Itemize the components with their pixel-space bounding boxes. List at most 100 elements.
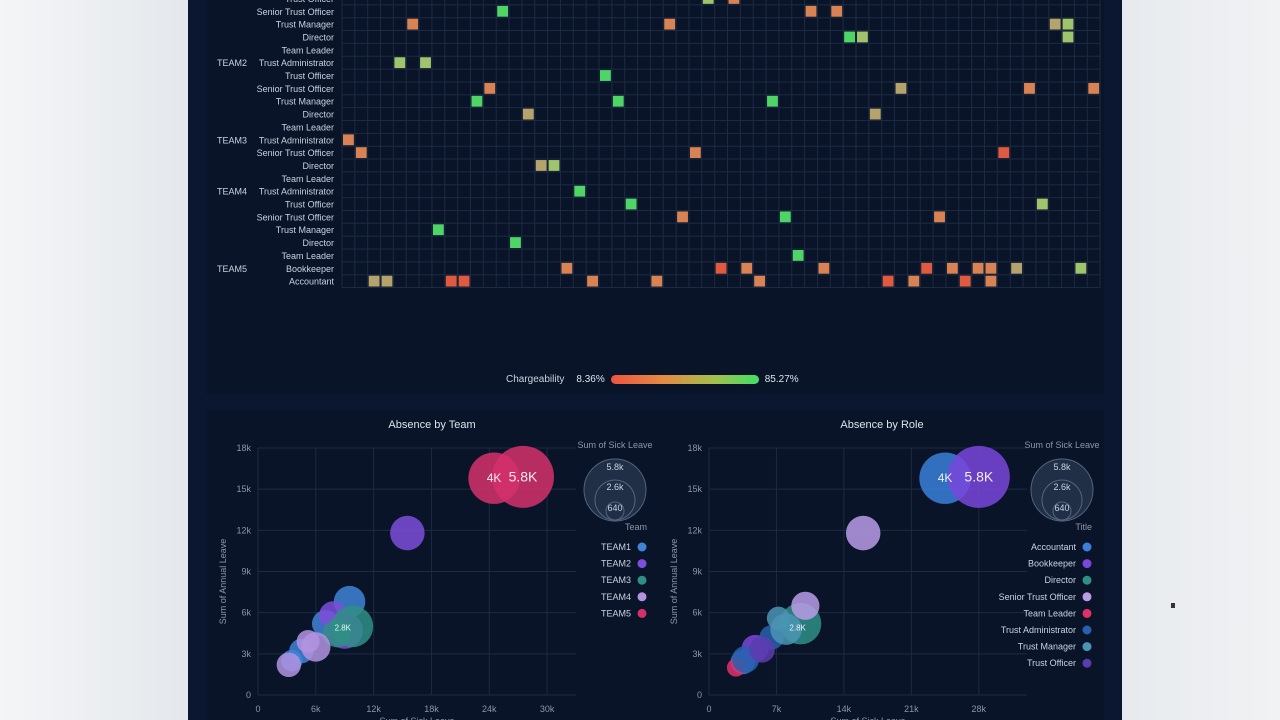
x-tick-label: 6k — [311, 704, 321, 714]
legend-item-label: Bookkeeper — [1028, 559, 1076, 569]
y-axis-label: Sum of Annual Leave — [218, 539, 228, 625]
heatmap-cell — [869, 108, 881, 120]
heatmap-cell — [702, 0, 714, 4]
heatmap-cell — [600, 70, 611, 81]
bubble — [766, 606, 790, 630]
heatmap-cell — [381, 275, 393, 287]
heatmap-cell — [779, 211, 791, 223]
heatmap-cell — [882, 275, 894, 287]
heatmap-row-label: Trust Manager — [276, 20, 334, 30]
heatmap-cell — [1036, 198, 1048, 210]
heatmap-cell — [355, 147, 367, 159]
y-tick-label: 12k — [687, 525, 702, 535]
heatmap-cell — [959, 275, 971, 287]
heatmap-row-label: Senior Trust Officer — [257, 148, 334, 158]
heatmap-row-label: Bookkeeper — [286, 264, 334, 274]
background-left — [0, 0, 188, 720]
heatmap-cell — [998, 147, 1010, 159]
bubble — [749, 636, 775, 663]
heatmap-cell — [407, 18, 419, 30]
heatmap-row-label: Team Leader — [281, 122, 334, 132]
heatmap-cell — [458, 275, 470, 287]
x-tick-label: 18k — [424, 704, 439, 714]
heatmap-row-label: Accountant — [289, 277, 335, 287]
legend-item-swatch — [1082, 575, 1092, 585]
legend-item-swatch — [1082, 559, 1092, 569]
legend-item-label: Trust Manager — [1018, 642, 1076, 652]
heatmap-cell — [471, 95, 483, 107]
legend-item-label: Senior Trust Officer — [999, 592, 1076, 602]
x-tick-label: 30k — [540, 704, 555, 714]
heatmap-cell — [1062, 31, 1074, 43]
heatmap-cell — [1011, 262, 1023, 274]
y-tick-label: 9k — [692, 567, 702, 577]
heatmap-cell — [522, 108, 534, 120]
heatmap-cell — [985, 275, 997, 287]
heatmap-row-label: Director — [302, 32, 334, 42]
legend-item-swatch — [1082, 658, 1092, 668]
size-legend-circle-large — [583, 458, 647, 522]
heatmap-cell — [497, 5, 509, 17]
heatmap-cell — [548, 160, 560, 171]
size-legend-title: Sum of Sick Leave — [1024, 440, 1099, 450]
heatmap-row-label: Trust Administrator — [259, 187, 334, 197]
x-tick-label: 28k — [972, 704, 987, 714]
legend-item-swatch — [637, 542, 647, 552]
background-right — [1122, 0, 1280, 720]
heatmap-cell — [677, 211, 688, 223]
bubble — [492, 445, 554, 508]
heatmap-row-label: Trust Officer — [285, 200, 334, 210]
heatmap-cell — [857, 31, 868, 43]
heatmap-cell — [921, 262, 933, 274]
size-legend-value: 5.8k — [1053, 462, 1071, 472]
heatmap-cell — [1062, 18, 1074, 30]
heatmap-team-label: TEAM3 — [217, 135, 247, 145]
heatmap-row-label: Team Leader — [281, 174, 334, 184]
bubbles — [726, 445, 1010, 677]
legend-item-swatch — [637, 608, 647, 618]
bubble-label: 2.8K — [335, 623, 352, 632]
heatmap-cell — [664, 18, 676, 30]
y-tick-label: 6k — [692, 608, 702, 618]
legend-item-label: TEAM5 — [601, 608, 631, 618]
y-tick-label: 18k — [236, 443, 251, 453]
x-tick-label: 12k — [366, 704, 381, 714]
x-tick-label: 21k — [904, 704, 919, 714]
heatmap-cell — [1075, 262, 1087, 274]
size-legend-value: 640 — [607, 503, 622, 513]
legend-item-swatch — [1082, 608, 1092, 618]
legend-item-label: Trust Administrator — [1001, 625, 1076, 635]
heatmap-cell — [535, 160, 547, 171]
heatmap-row-label: Senior Trust Officer — [257, 84, 334, 94]
heatmap-row-label: Trust Officer — [285, 0, 334, 4]
bubbles — [276, 445, 554, 678]
legend-item-swatch — [637, 592, 647, 602]
bubble — [322, 619, 352, 648]
bubble — [296, 629, 320, 653]
legend-item-label: Trust Officer — [1027, 658, 1076, 668]
heatmap-cell — [561, 262, 573, 274]
chart-title: Absence by Role — [840, 419, 923, 431]
heatmap-cell — [510, 237, 521, 248]
heatmap-cell — [625, 198, 637, 210]
legend-item-swatch — [1082, 592, 1092, 602]
chart-title: Absence by Team — [388, 419, 475, 431]
heatmap-cell — [715, 262, 727, 274]
heatmap-cell — [805, 5, 817, 17]
legend-item-label: TEAM1 — [601, 542, 631, 552]
heatmap-cell — [792, 250, 804, 261]
heatmap-row-label: Director — [302, 110, 334, 120]
heatmap-cell — [972, 262, 984, 274]
legend-item-swatch — [637, 559, 647, 569]
color-legend-title: Team — [625, 522, 647, 532]
legend-item-label: Accountant — [1031, 542, 1077, 552]
bubble-label: 4K — [487, 471, 502, 485]
x-tick-label: 7k — [772, 704, 782, 714]
bubble-label: 5.8K — [509, 468, 538, 484]
y-tick-label: 15k — [236, 484, 251, 494]
size-legend-circle-small — [605, 501, 625, 521]
heatmap-cell — [394, 57, 406, 69]
x-axis-label: Sum of Sick Leave — [830, 716, 905, 720]
heatmap-cell — [767, 95, 778, 107]
heatmap-cell — [343, 134, 354, 146]
